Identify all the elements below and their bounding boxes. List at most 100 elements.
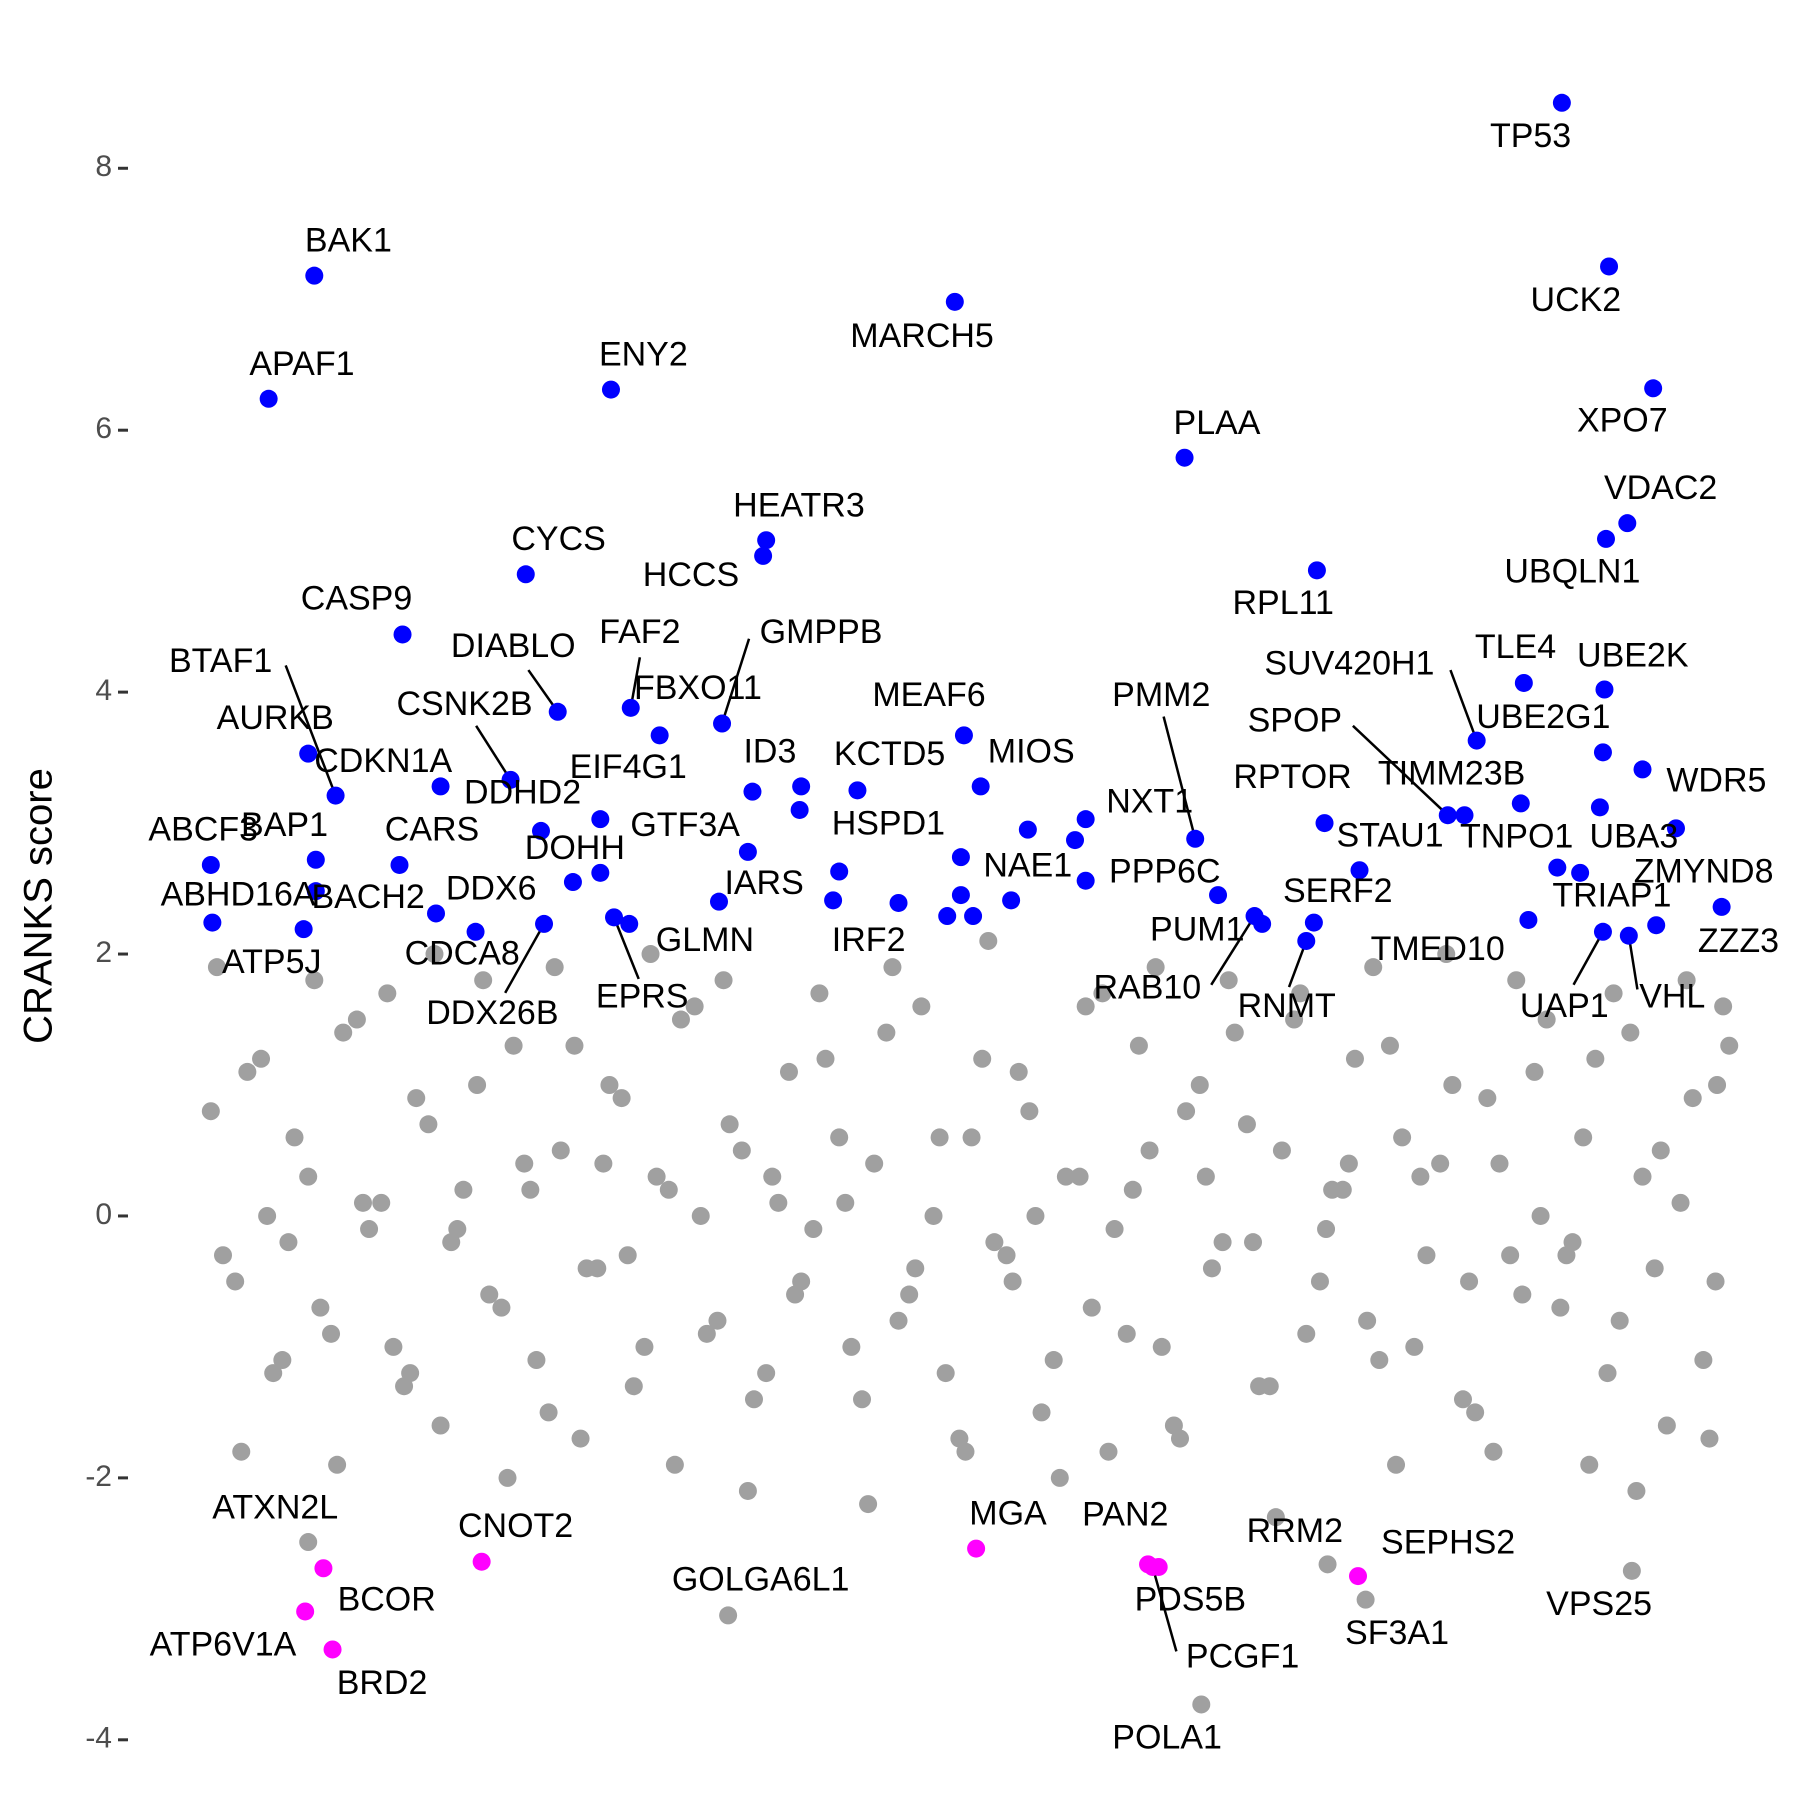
point bbox=[1478, 1089, 1497, 1108]
point-label: CNOT2 bbox=[458, 1507, 573, 1545]
point bbox=[1380, 1036, 1399, 1055]
point bbox=[1600, 257, 1619, 276]
point bbox=[454, 1180, 473, 1199]
point bbox=[713, 714, 732, 733]
point bbox=[1213, 1233, 1232, 1252]
point bbox=[816, 1049, 835, 1068]
point bbox=[591, 863, 610, 882]
point bbox=[1596, 529, 1615, 548]
y-tick-label: -4 bbox=[85, 1722, 112, 1755]
point bbox=[824, 891, 843, 910]
point-label: GMPPB bbox=[760, 613, 883, 651]
leader-line bbox=[1449, 669, 1478, 742]
point bbox=[757, 1364, 776, 1383]
point bbox=[1405, 1337, 1424, 1356]
point bbox=[252, 1049, 271, 1068]
point bbox=[1177, 1102, 1196, 1121]
point bbox=[997, 1246, 1016, 1265]
point bbox=[757, 531, 776, 550]
point bbox=[279, 1233, 298, 1252]
point-label: TNPO1 bbox=[1460, 817, 1573, 855]
point bbox=[1244, 1233, 1263, 1252]
point bbox=[709, 892, 728, 911]
point bbox=[738, 842, 757, 861]
point bbox=[1507, 971, 1526, 990]
point bbox=[1647, 916, 1666, 935]
point bbox=[930, 1128, 949, 1147]
point-label: UCK2 bbox=[1531, 281, 1622, 319]
point bbox=[1297, 1324, 1316, 1343]
point bbox=[1466, 1403, 1485, 1422]
point bbox=[1146, 958, 1165, 977]
leader-line bbox=[475, 725, 512, 781]
point bbox=[1548, 858, 1567, 877]
point bbox=[264, 1364, 283, 1383]
point bbox=[1621, 1023, 1640, 1042]
y-tick-label: 0 bbox=[95, 1198, 112, 1231]
point bbox=[448, 1220, 467, 1239]
point bbox=[1315, 814, 1334, 833]
point-label: UBE2G1 bbox=[1476, 698, 1610, 736]
point bbox=[1694, 1351, 1713, 1370]
point bbox=[545, 958, 564, 977]
point bbox=[732, 1141, 751, 1160]
point bbox=[1123, 1180, 1142, 1199]
point-label: VHL bbox=[1639, 978, 1705, 1016]
point-label: SPOP bbox=[1248, 701, 1342, 739]
point bbox=[1202, 1259, 1221, 1278]
point bbox=[1044, 1351, 1063, 1370]
point bbox=[848, 781, 867, 800]
point bbox=[472, 1552, 491, 1571]
point-label: STAU1 bbox=[1337, 816, 1444, 854]
point bbox=[1666, 819, 1685, 838]
point bbox=[1610, 1311, 1629, 1330]
point bbox=[1272, 1141, 1291, 1160]
point bbox=[1050, 1468, 1069, 1487]
point bbox=[306, 882, 325, 901]
leader-line bbox=[284, 664, 337, 797]
point bbox=[1285, 1010, 1304, 1029]
point-label: SUV420H1 bbox=[1264, 644, 1434, 682]
point bbox=[1683, 1089, 1702, 1108]
point bbox=[407, 1089, 426, 1108]
point bbox=[492, 1298, 511, 1317]
point bbox=[232, 1442, 251, 1461]
point-label: DDHD2 bbox=[464, 773, 581, 811]
point bbox=[1304, 913, 1323, 932]
point bbox=[859, 1495, 878, 1514]
point-label: ENY2 bbox=[599, 336, 688, 374]
point bbox=[945, 292, 964, 311]
point bbox=[1099, 1442, 1118, 1461]
point-label: TRIAP1 bbox=[1552, 877, 1671, 915]
point bbox=[1571, 863, 1590, 882]
leader-line bbox=[1210, 915, 1256, 986]
point bbox=[516, 565, 535, 584]
point bbox=[258, 1206, 277, 1225]
point bbox=[744, 1390, 763, 1409]
point bbox=[1443, 1076, 1462, 1095]
point bbox=[1580, 1455, 1599, 1474]
point-label: MGA bbox=[969, 1494, 1047, 1532]
point bbox=[906, 1259, 925, 1278]
point bbox=[1708, 1076, 1727, 1095]
point bbox=[1323, 1180, 1342, 1199]
point bbox=[1437, 945, 1456, 964]
point bbox=[714, 971, 733, 990]
point bbox=[1411, 1167, 1430, 1186]
point-label: EIF4G1 bbox=[570, 748, 687, 786]
point bbox=[296, 1602, 315, 1621]
point-label: NAE1 bbox=[983, 846, 1072, 884]
point bbox=[1143, 1557, 1162, 1576]
point-label: ABHD16A bbox=[161, 876, 316, 914]
point-label: PMM2 bbox=[1112, 676, 1210, 714]
point bbox=[618, 1246, 637, 1265]
leader-line bbox=[1352, 724, 1449, 817]
leader-line bbox=[612, 916, 640, 980]
point bbox=[305, 266, 324, 285]
point-label: PCGF1 bbox=[1186, 1637, 1299, 1675]
point bbox=[900, 1285, 919, 1304]
point bbox=[671, 1010, 690, 1029]
point bbox=[1453, 1390, 1472, 1409]
point bbox=[836, 1193, 855, 1212]
point bbox=[1455, 806, 1474, 825]
